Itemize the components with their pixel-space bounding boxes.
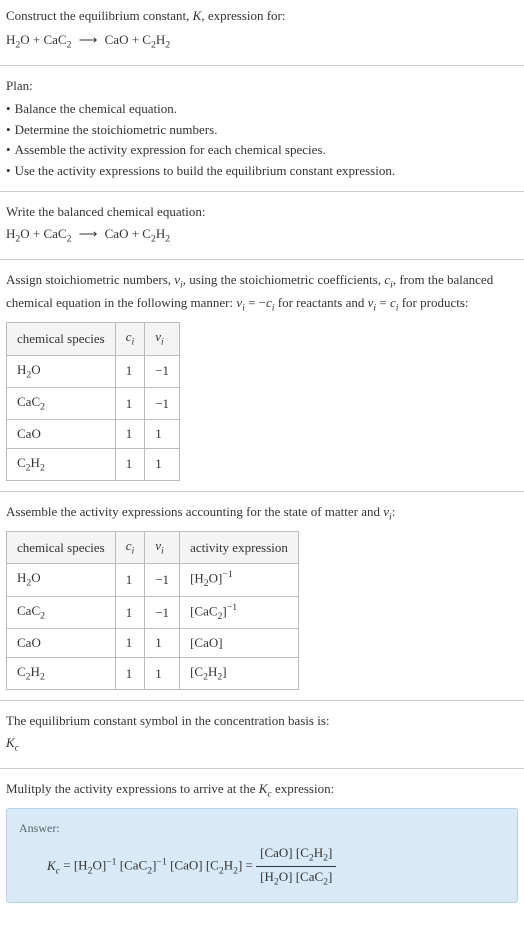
cell-species: CaC2 (7, 387, 116, 419)
cell-vi: −1 (145, 355, 180, 387)
prompt-line1: Construct the equilibrium constant, K, e… (6, 6, 518, 26)
cell-species: H2O (7, 564, 116, 597)
cell-ci: 1 (115, 629, 145, 658)
prompt-equation: H2O + CaC2 ⟶ CaO + C2H2 (6, 30, 518, 53)
plan-bullet: •Assemble the activity expression for ea… (6, 140, 518, 160)
table-row: C2H2 1 1 [C2H2] (7, 657, 299, 689)
cell-ci: 1 (115, 564, 145, 597)
col-header-ci: ci (115, 323, 145, 355)
cell-vi: −1 (145, 596, 180, 629)
symbol-expression: Kc (6, 733, 518, 756)
activity-intro: Assemble the activity expressions accoun… (6, 502, 518, 525)
plan-bullet-text: Use the activity expressions to build th… (15, 161, 396, 181)
fraction-numerator: [CaO] [C2H2] (256, 843, 336, 867)
col-header-vi: νi (145, 531, 180, 563)
cell-species: CaC2 (7, 596, 116, 629)
col-header-species: chemical species (7, 323, 116, 355)
cell-vi: −1 (145, 564, 180, 597)
table-header-row: chemical species ci νi (7, 323, 180, 355)
table-row: CaC2 1 −1 [CaC2]−1 (7, 596, 299, 629)
result-intro: Mulitply the activity expressions to arr… (6, 779, 518, 802)
cell-vi: 1 (145, 657, 180, 689)
plan-section: Plan: •Balance the chemical equation. •D… (0, 65, 524, 192)
cell-vi: 1 (145, 448, 180, 480)
answer-label: Answer: (19, 819, 505, 837)
stoich-table: chemical species ci νi H2O 1 −1 CaC2 1 −… (6, 322, 180, 480)
activity-section: Assemble the activity expressions accoun… (0, 491, 524, 700)
bullet-icon: • (6, 99, 11, 119)
table-row: CaC2 1 −1 (7, 387, 180, 419)
fraction: [CaO] [C2H2] [H2O] [CaC2] (256, 843, 336, 890)
cell-activity: [H2O]−1 (180, 564, 299, 597)
balanced-equation: H2O + CaC2 ⟶ CaO + C2H2 (6, 224, 518, 247)
table-row: CaO 1 1 [CaO] (7, 629, 299, 658)
cell-ci: 1 (115, 420, 145, 449)
result-section: Mulitply the activity expressions to arr… (0, 768, 524, 914)
plan-bullet: •Balance the chemical equation. (6, 99, 518, 119)
cell-ci: 1 (115, 596, 145, 629)
cell-vi: 1 (145, 420, 180, 449)
cell-species: C2H2 (7, 657, 116, 689)
bullet-icon: • (6, 120, 11, 140)
stoich-section: Assign stoichiometric numbers, νi, using… (0, 259, 524, 491)
plan-bullet: •Use the activity expressions to build t… (6, 161, 518, 181)
plan-bullet-list: •Balance the chemical equation. •Determi… (6, 99, 518, 180)
col-header-activity: activity expression (180, 531, 299, 563)
cell-species: CaO (7, 629, 116, 658)
col-header-ci: ci (115, 531, 145, 563)
answer-expression: Kc = [H2O]−1 [CaC2]−1 [CaO] [C2H2] = [Ca… (19, 843, 505, 890)
stoich-intro: Assign stoichiometric numbers, νi, using… (6, 270, 518, 316)
answer-box: Answer: Kc = [H2O]−1 [CaC2]−1 [CaO] [C2H… (6, 808, 518, 903)
cell-vi: 1 (145, 629, 180, 658)
cell-species: C2H2 (7, 448, 116, 480)
balanced-eqn-title: Write the balanced chemical equation: (6, 202, 518, 222)
plan-title: Plan: (6, 76, 518, 96)
cell-activity: [C2H2] (180, 657, 299, 689)
col-header-species: chemical species (7, 531, 116, 563)
cell-ci: 1 (115, 387, 145, 419)
table-row: CaO 1 1 (7, 420, 180, 449)
table-row: H2O 1 −1 [H2O]−1 (7, 564, 299, 597)
fraction-denominator: [H2O] [CaC2] (256, 867, 336, 890)
col-header-vi: νi (145, 323, 180, 355)
symbol-section: The equilibrium constant symbol in the c… (0, 700, 524, 768)
cell-ci: 1 (115, 657, 145, 689)
cell-species: H2O (7, 355, 116, 387)
prompt-section: Construct the equilibrium constant, K, e… (0, 0, 524, 65)
table-header-row: chemical species ci νi activity expressi… (7, 531, 299, 563)
plan-bullet-text: Balance the chemical equation. (15, 99, 177, 119)
cell-vi: −1 (145, 387, 180, 419)
symbol-intro: The equilibrium constant symbol in the c… (6, 711, 518, 731)
bullet-icon: • (6, 140, 11, 160)
table-row: H2O 1 −1 (7, 355, 180, 387)
balanced-eqn-section: Write the balanced chemical equation: H2… (0, 191, 524, 259)
activity-table: chemical species ci νi activity expressi… (6, 531, 299, 690)
cell-activity: [CaO] (180, 629, 299, 658)
bullet-icon: • (6, 161, 11, 181)
plan-bullet-text: Assemble the activity expression for eac… (15, 140, 326, 160)
cell-ci: 1 (115, 355, 145, 387)
plan-bullet: •Determine the stoichiometric numbers. (6, 120, 518, 140)
cell-ci: 1 (115, 448, 145, 480)
plan-bullet-text: Determine the stoichiometric numbers. (15, 120, 218, 140)
cell-species: CaO (7, 420, 116, 449)
table-row: C2H2 1 1 (7, 448, 180, 480)
cell-activity: [CaC2]−1 (180, 596, 299, 629)
